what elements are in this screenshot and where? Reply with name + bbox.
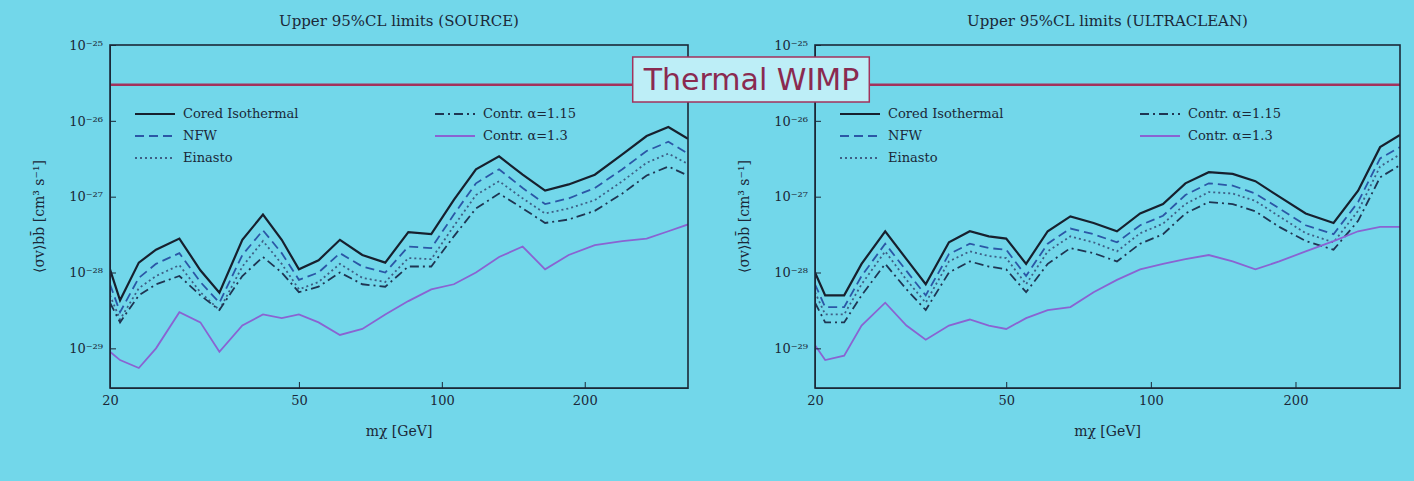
y-tick-label: 10⁻²⁸ — [774, 265, 808, 280]
legend-swatch — [435, 135, 475, 137]
y-tick: 10⁻²⁹ — [774, 341, 821, 356]
series-line — [815, 154, 1400, 314]
y-tick-label: 10⁻²⁷ — [69, 189, 103, 204]
y-tick-label: 10⁻²⁹ — [774, 341, 808, 356]
background — [0, 0, 1414, 481]
x-tick: 50 — [291, 382, 308, 408]
y-tick: 10⁻²⁶ — [774, 113, 821, 128]
y-tick-label: 10⁻²⁸ — [69, 265, 103, 280]
x-tick-label: 50 — [291, 393, 308, 408]
x-tick-label: 200 — [573, 393, 598, 408]
series-line — [815, 135, 1400, 295]
y-axis-title: ⟨σv⟩bb̄ [cm³ s⁻¹] — [30, 160, 47, 273]
y-tick-mark — [815, 197, 821, 198]
series-line — [815, 165, 1400, 322]
legend-label: Contr. α=1.15 — [1188, 106, 1281, 121]
y-tick: 10⁻²⁵ — [69, 38, 116, 53]
x-axis-title: mχ [GeV] — [1074, 423, 1141, 439]
y-tick-label: 10⁻²⁷ — [774, 189, 808, 204]
y-tick: 10⁻²⁵ — [774, 38, 821, 53]
legend-swatch — [840, 113, 880, 115]
legend-label: NFW — [888, 128, 922, 143]
y-tick-mark — [110, 348, 116, 349]
x-tick: 100 — [1139, 382, 1164, 408]
x-tick-mark — [585, 382, 586, 388]
x-tick-label: 100 — [430, 393, 455, 408]
y-tick-label: 10⁻²⁶ — [69, 113, 103, 128]
legend: Cored Isothermal NFW Einasto Contr. α=1.15 C… — [135, 106, 576, 165]
x-axis: 20 50 100 200 — [102, 382, 688, 408]
y-tick-label: 10⁻²⁵ — [69, 38, 103, 53]
series-line — [815, 227, 1400, 360]
y-tick-label: 10⁻²⁶ — [774, 113, 808, 128]
legend-swatch — [1140, 113, 1180, 115]
legend-swatch — [435, 113, 475, 115]
y-tick: 10⁻²⁹ — [69, 341, 116, 356]
x-axis-title: mχ [GeV] — [366, 423, 433, 439]
legend-swatch — [840, 135, 880, 137]
plot-area — [110, 85, 688, 368]
y-tick: 10⁻²⁷ — [774, 189, 821, 204]
y-axis-title: ⟨σv⟩bb̄ [cm³ s⁻¹] — [735, 160, 752, 273]
x-tick-mark — [1006, 382, 1007, 388]
legend-swatch — [1140, 135, 1180, 137]
x-tick-label: 20 — [102, 393, 119, 408]
series-line — [110, 142, 688, 312]
series-line — [110, 224, 688, 368]
legend-label: Cored Isothermal — [183, 106, 299, 121]
x-tick-mark — [1295, 382, 1296, 388]
series-line — [110, 154, 688, 320]
x-axis: 20 50 100 200 — [807, 382, 1400, 408]
y-tick-mark — [815, 348, 821, 349]
x-tick-label: 200 — [1284, 393, 1309, 408]
legend-label: NFW — [183, 128, 217, 143]
annotation: Thermal WIMP — [633, 57, 870, 102]
legend-swatch — [840, 157, 880, 159]
y-tick: 10⁻²⁸ — [774, 265, 821, 280]
legend-label: Einasto — [888, 150, 938, 165]
thermal-line — [110, 83, 688, 86]
legend: Cored Isothermal NFW Einasto Contr. α=1.15 C… — [840, 106, 1281, 165]
y-tick-label: 10⁻²⁹ — [69, 341, 103, 356]
legend-swatch — [135, 157, 175, 159]
legend-swatch — [135, 113, 175, 115]
x-tick: 200 — [573, 382, 598, 408]
x-tick: 50 — [998, 382, 1015, 408]
series-line — [815, 147, 1400, 307]
y-tick-mark — [815, 273, 821, 274]
x-tick-mark — [299, 382, 300, 388]
legend-label: Contr. α=1.15 — [483, 106, 576, 121]
panel-title: Upper 95%CL limits (ULTRACLEAN) — [967, 12, 1248, 30]
panel-title: Upper 95%CL limits (SOURCE) — [279, 12, 519, 30]
legend-label: Contr. α=1.3 — [1188, 128, 1273, 143]
thermal-line — [815, 83, 1400, 86]
x-tick-label: 50 — [998, 393, 1015, 408]
plot-frame — [815, 45, 1400, 388]
y-tick: 10⁻²⁸ — [69, 265, 116, 280]
y-tick-label: 10⁻²⁵ — [774, 38, 808, 53]
x-tick-label: 100 — [1139, 393, 1164, 408]
y-tick: 10⁻²⁶ — [69, 113, 116, 128]
panel: Upper 95%CL limits (SOURCE)10⁻²⁵10⁻²⁶10⁻… — [30, 12, 689, 439]
y-axis: 10⁻²⁵ 10⁻²⁶ 10⁻²⁷ 10⁻²⁸ 10⁻²⁹ — [69, 38, 116, 389]
legend-label: Contr. α=1.3 — [483, 128, 568, 143]
y-tick-mark — [815, 121, 821, 122]
legend-swatch — [135, 135, 175, 137]
x-tick: 200 — [1284, 382, 1309, 408]
y-tick-mark — [110, 197, 116, 198]
plot-frame — [110, 45, 688, 388]
legend-label: Einasto — [183, 150, 233, 165]
plot-area — [815, 85, 1400, 360]
y-tick: 10⁻²⁷ — [69, 189, 116, 204]
legend-label: Cored Isothermal — [888, 106, 1004, 121]
x-tick-mark — [1151, 382, 1152, 388]
annotation-text: Thermal WIMP — [643, 62, 860, 97]
x-tick-label: 20 — [807, 393, 824, 408]
x-tick-mark — [442, 382, 443, 388]
x-tick: 100 — [430, 382, 455, 408]
y-tick-mark — [110, 273, 116, 274]
y-tick-mark — [110, 121, 116, 122]
annotation-box — [633, 57, 870, 102]
chart-svg: Upper 95%CL limits (SOURCE)10⁻²⁵10⁻²⁶10⁻… — [0, 0, 1414, 481]
